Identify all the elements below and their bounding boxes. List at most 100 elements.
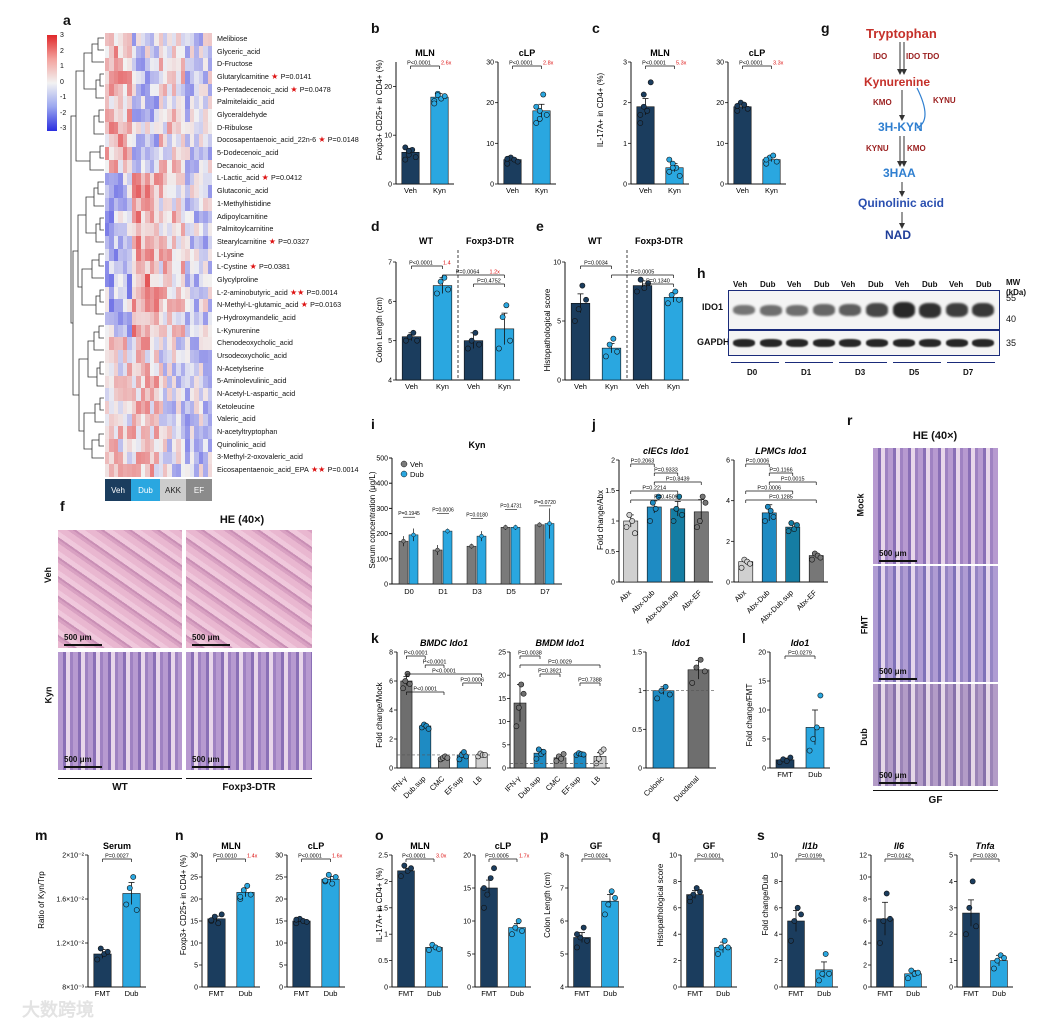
heatmap-cell — [145, 400, 150, 414]
heatmap-cell — [203, 235, 208, 249]
heatmap-cell — [194, 248, 199, 262]
heatmap-cell — [167, 185, 172, 198]
panel-label-o: o — [375, 827, 384, 843]
heatmap-cell — [127, 400, 132, 414]
data-point — [408, 865, 414, 872]
heatmap-cell — [145, 324, 150, 338]
heatmap-cell — [122, 426, 128, 439]
heatmap-cell — [109, 400, 114, 414]
data-point — [435, 547, 440, 553]
heatmap-cell — [162, 299, 168, 313]
heatmap-cell — [105, 337, 110, 351]
heatmap-cell — [194, 286, 199, 300]
heatmap-cell — [171, 337, 177, 351]
heatmap-cell — [136, 274, 141, 287]
data-point — [104, 948, 111, 955]
heatmap-cell — [113, 71, 119, 84]
he-r-footer-gf: GF — [928, 795, 943, 806]
heatmap-cell — [176, 400, 181, 414]
heatmap-cell — [194, 33, 199, 46]
heatmap-cell — [176, 109, 181, 122]
heatmap-cell — [149, 299, 155, 313]
heatmap-cell — [109, 223, 114, 236]
data-point — [514, 158, 521, 165]
p-value: P=0.2214 — [642, 486, 666, 492]
heatmap-cell — [131, 185, 137, 198]
heatmap-cell — [127, 235, 132, 249]
heatmap-row-label: 5-Dodecenoic_acid — [217, 149, 279, 156]
heatmap-cell — [162, 426, 168, 439]
x-tick-label: D3 — [472, 587, 482, 596]
heatmap-cell — [158, 388, 163, 401]
x-tick-label: Veh — [506, 186, 519, 195]
data-point — [645, 280, 651, 287]
p-value: P=0.0006 — [757, 486, 781, 492]
wb-lane-label: Dub — [976, 280, 992, 289]
heatmap-cell — [162, 210, 168, 224]
heatmap-cell — [171, 388, 177, 401]
data-point — [649, 499, 656, 506]
x-tick-label: Veh — [639, 186, 652, 195]
heatmap-cell — [154, 324, 159, 338]
wb-mw-label: MW — [1006, 278, 1021, 287]
heatmap-cell — [149, 45, 155, 59]
heatmap-cell — [162, 109, 168, 122]
chart-title: cLP — [749, 48, 766, 58]
heatmap-cell — [171, 83, 177, 97]
heatmap-cell — [180, 438, 186, 452]
heatmap-cell — [198, 96, 204, 110]
heatmap-cell — [105, 451, 110, 465]
data-point — [819, 970, 826, 977]
data-point — [600, 746, 607, 753]
heatmap-cell — [180, 172, 186, 186]
data-point — [794, 522, 800, 528]
heatmap-cell — [127, 121, 132, 135]
heatmap-cell — [140, 96, 146, 110]
metabolite-name: 1-Methylhistidine — [217, 198, 271, 208]
heatmap-cell — [189, 299, 195, 313]
p-value: P=0.9333 — [654, 468, 678, 474]
y-tick-label: 3 — [623, 60, 627, 67]
heatmap-cell — [154, 400, 159, 414]
y-tick-label: 4 — [774, 932, 778, 939]
heatmap-cell — [162, 147, 168, 160]
heatmap-cell — [149, 147, 155, 160]
wb-ido1-blot — [728, 290, 1000, 330]
p-value: P<0.0001 — [402, 854, 426, 860]
heatmap-cell — [145, 426, 150, 439]
x-tick-label: Veh — [736, 186, 749, 195]
heatmap-cell — [118, 83, 123, 97]
heatmap-cell — [171, 159, 177, 173]
y-tick-label: 15 — [498, 696, 506, 703]
heatmap-row-label: D-Ribulose — [217, 124, 253, 131]
pathway-nad: NAD — [885, 228, 911, 242]
y-tick-label: 5 — [388, 338, 392, 345]
heatmap-cell — [122, 172, 128, 186]
heatmap-cell — [136, 134, 141, 148]
p-value: P=0.0005 — [485, 854, 509, 860]
metabolite-name: p-Hydroxymandelic_acid — [217, 312, 296, 322]
heatmap-cell — [149, 438, 155, 452]
heatmap-cell — [203, 210, 208, 224]
heatmap-cell — [194, 375, 199, 389]
bar — [398, 540, 409, 585]
p-value: P=0.0330 — [973, 854, 997, 860]
y-tick-label: 5 — [279, 963, 283, 970]
heatmap-cell — [176, 413, 181, 427]
data-point — [652, 505, 659, 512]
heatmap-cell — [167, 400, 172, 414]
heatmap-cell — [140, 438, 146, 452]
y-tick-label: 6 — [389, 679, 393, 686]
wb-day-label: D3 — [855, 368, 866, 377]
data-point — [773, 158, 780, 165]
p-value: P<0.0001 — [642, 61, 666, 67]
heatmap-row-label: Palmitelaidic_acid — [217, 98, 275, 105]
pathway-enzyme-ido: IDO — [873, 52, 888, 61]
p-value: P=0.0327 — [278, 236, 310, 246]
heatmap-cell — [189, 464, 195, 477]
heatmap-cell — [113, 324, 119, 338]
heatmap-cell — [171, 147, 177, 160]
y-tick-label: 6 — [774, 905, 778, 912]
heatmap-cell — [131, 299, 137, 313]
heatmap-cell — [176, 286, 181, 300]
